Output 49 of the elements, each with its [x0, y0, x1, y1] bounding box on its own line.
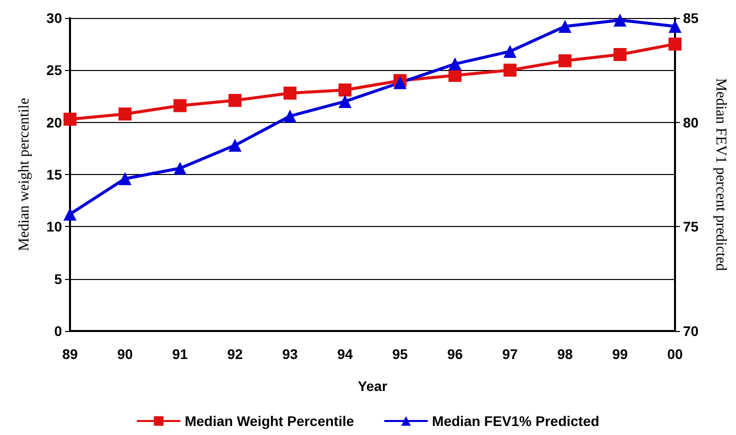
point	[614, 14, 626, 27]
point	[284, 110, 296, 123]
y-tick-label: 30	[46, 10, 62, 26]
x-tick-label: 89	[62, 346, 78, 362]
point	[174, 99, 186, 112]
point	[668, 38, 682, 51]
point	[558, 20, 572, 33]
point	[284, 86, 296, 100]
y-tick-label: 20	[46, 114, 62, 130]
point	[118, 172, 132, 186]
y-tick-label: 15	[46, 166, 62, 182]
x-tick-label: 00	[667, 346, 683, 362]
point	[64, 208, 76, 221]
y-tick-label: 25	[46, 62, 62, 78]
legend-label: Median Weight Percentile	[184, 413, 354, 429]
x-tick-label: 90	[117, 346, 133, 362]
point	[228, 138, 242, 152]
x-tick-label: 97	[502, 346, 518, 362]
legend-label: Median FEV1% Predicted	[432, 413, 600, 429]
x-tick-label: 95	[392, 346, 408, 362]
point	[558, 54, 572, 68]
point	[174, 162, 186, 175]
point	[338, 94, 352, 108]
point	[668, 20, 682, 33]
point	[338, 83, 352, 96]
y-tick-label: 10	[46, 218, 62, 235]
point	[504, 64, 516, 77]
y-tick-label: 0	[54, 323, 62, 339]
x-tick-label: 93	[282, 346, 298, 362]
point	[118, 107, 132, 120]
point	[64, 112, 76, 126]
y2-tick-label: 85	[683, 10, 699, 26]
x-tick-label: 99	[612, 346, 628, 362]
x-tick-label: 94	[337, 346, 353, 362]
point	[228, 94, 242, 107]
y2-tick-label: 70	[683, 323, 699, 339]
x-tick-label: 98	[557, 346, 573, 362]
x-tick-label: 91	[172, 346, 188, 362]
x-tick-label: 92	[227, 346, 243, 362]
x-tick-label: 96	[447, 346, 463, 362]
y2-axis-title: Median FEV1 percent predicted	[712, 78, 728, 272]
y2-tick-label: 75	[683, 218, 699, 235]
y-axis-title: Median weight percentile	[16, 98, 32, 252]
x-axis-title: Year	[358, 378, 388, 394]
y-tick-label: 5	[54, 270, 62, 287]
point	[614, 48, 626, 62]
point	[504, 44, 516, 58]
y2-tick-label: 80	[683, 114, 699, 130]
point	[448, 57, 462, 70]
